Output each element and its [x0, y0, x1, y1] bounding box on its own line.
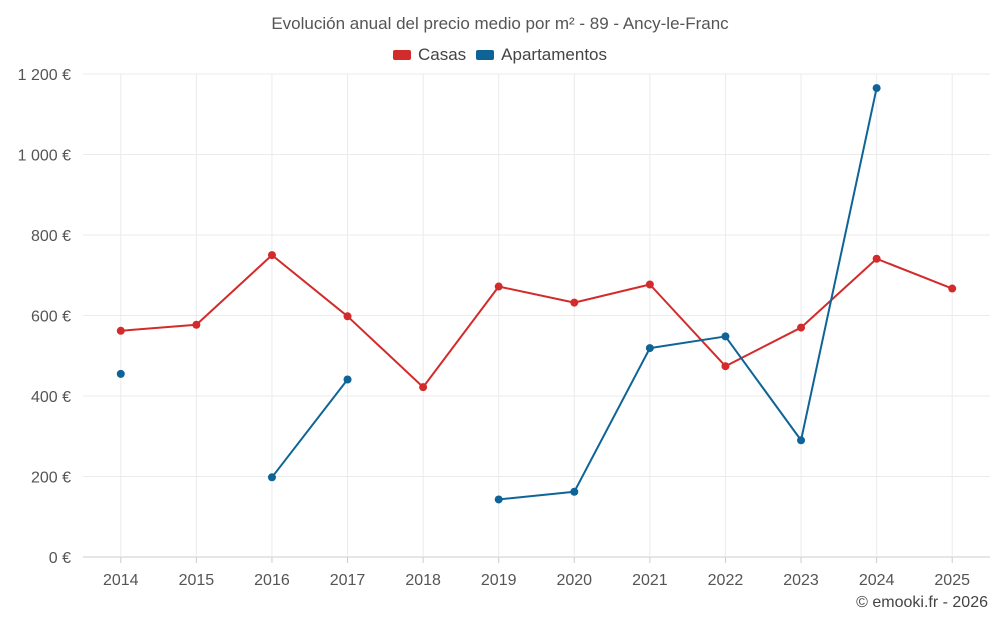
data-point-apartamentos [267, 473, 276, 482]
x-tick-label: 2024 [859, 572, 895, 589]
y-tick-label: 800 € [31, 228, 71, 245]
data-point-casas [872, 254, 881, 263]
data-point-apartamentos [116, 369, 125, 378]
x-tick-label: 2021 [632, 572, 668, 589]
x-tick-label: 2019 [481, 572, 517, 589]
data-point-apartamentos [872, 84, 881, 93]
data-point-apartamentos [343, 375, 352, 384]
x-tick-label: 2015 [179, 572, 215, 589]
series-line-apartamentos [271, 378, 349, 478]
y-tick-label: 200 € [31, 470, 71, 487]
legend-swatch-casas [392, 50, 411, 60]
y-tick-label: 0 € [49, 550, 71, 567]
series-line-casas [120, 254, 953, 389]
x-tick-label: 2023 [783, 572, 819, 589]
x-tick-label: 2018 [405, 572, 441, 589]
chart-legend: Casas Apartamentos [0, 45, 1000, 65]
y-tick-label: 1 000 € [18, 148, 71, 165]
data-point-casas [494, 282, 503, 291]
legend-item-apartamentos[interactable]: Apartamentos [476, 45, 607, 65]
y-tick-label: 600 € [31, 309, 71, 326]
data-point-casas [645, 280, 654, 289]
x-tick-label: 2025 [934, 572, 970, 589]
x-tick-label: 2016 [254, 572, 290, 589]
data-point-apartamentos [645, 344, 654, 353]
data-point-casas [267, 251, 276, 260]
x-tick-label: 2017 [330, 572, 366, 589]
y-tick-label: 1 200 € [18, 67, 71, 84]
data-point-apartamentos [797, 436, 806, 445]
credit-text: © emooki.fr - 2026 [856, 594, 988, 611]
data-point-apartamentos [494, 495, 503, 504]
data-point-casas [797, 323, 806, 332]
data-point-casas [721, 362, 730, 371]
x-tick-label: 2020 [556, 572, 592, 589]
data-point-casas [116, 326, 125, 335]
x-tick-label: 2014 [103, 572, 139, 589]
data-point-casas [343, 312, 352, 321]
legend-label-apartamentos: Apartamentos [501, 45, 608, 64]
y-tick-label: 400 € [31, 389, 71, 406]
x-tick-label: 2022 [708, 572, 744, 589]
data-point-apartamentos [570, 487, 579, 496]
data-point-casas [192, 320, 201, 329]
series-line-apartamentos [498, 87, 878, 501]
data-point-casas [419, 383, 428, 392]
legend-label-casas: Casas [417, 45, 467, 64]
data-point-casas [570, 298, 579, 307]
legend-item-casas[interactable]: Casas [392, 45, 467, 65]
legend-swatch-apartamentos [476, 50, 495, 60]
data-point-apartamentos [721, 332, 730, 341]
chart-title: Evolución anual del precio medio por m² … [271, 14, 729, 33]
data-point-casas [948, 284, 957, 293]
